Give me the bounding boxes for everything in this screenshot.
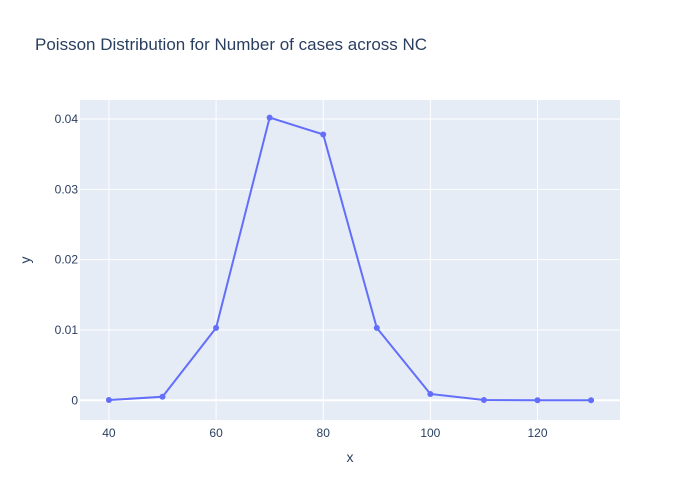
y-tick-labels: 0 0.01 0.02 0.03 0.04 [55,112,79,407]
data-point [588,397,595,404]
data-point [320,131,327,138]
y-tick-label: 0.03 [55,182,79,196]
series-line [108,116,592,402]
data-point [373,324,380,331]
y-tick-label: 0.02 [55,253,79,267]
data-point [159,393,166,400]
x-tick-label: 80 [317,426,331,440]
x-axis-title: x [347,449,354,465]
data-point [427,390,434,397]
x-tick-label: 100 [420,426,440,440]
x-tick-label: 120 [527,426,547,440]
y-tick-label: 0.04 [55,112,79,126]
x-tick-label: 60 [209,426,223,440]
data-point [534,397,541,404]
data-point [105,397,112,404]
y-tick-label: 0.01 [55,323,79,337]
chart-title: Poisson Distribution for Number of cases… [35,35,427,54]
data-point [480,397,487,404]
y-axis-title: y [17,257,33,264]
data-point [266,114,273,121]
series-points [105,114,595,404]
x-tick-label: 40 [102,426,116,440]
y-tick-label: 0 [71,393,78,407]
data-point [213,324,220,331]
x-tick-labels: 40 60 80 100 120 [102,426,548,440]
